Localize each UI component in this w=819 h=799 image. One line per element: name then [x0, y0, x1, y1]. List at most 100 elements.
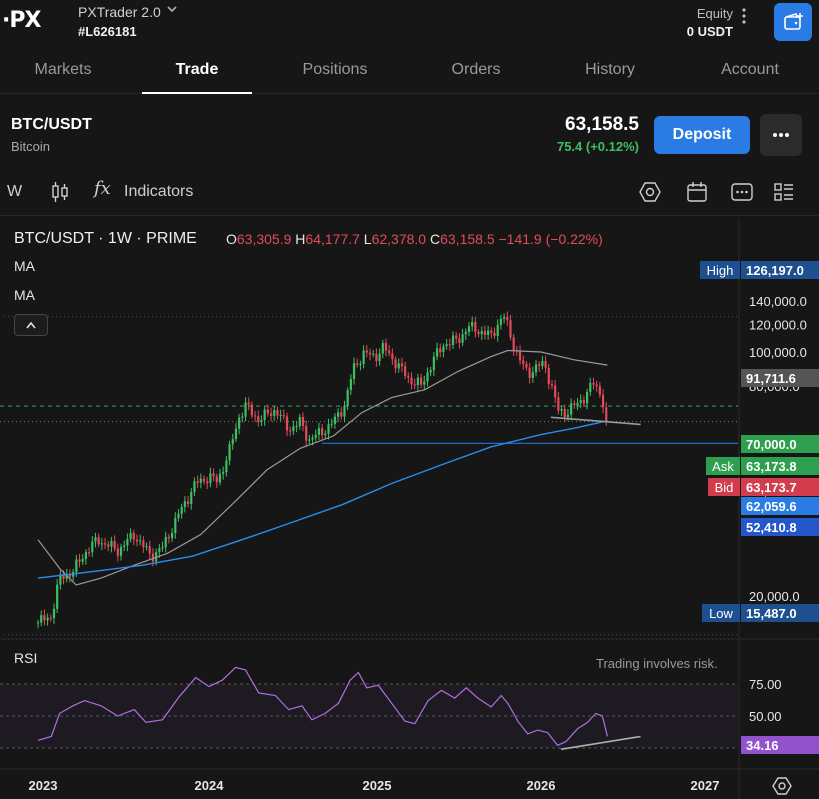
candle-body [113, 540, 116, 549]
bid-tag[interactable]: Bid 63,173.7 [708, 478, 819, 496]
rsi-legend[interactable]: RSI [14, 650, 38, 666]
ask-tag-label: Ask [712, 459, 734, 474]
candle-body [336, 412, 340, 417]
alert-tag[interactable]: 70,000.0 [741, 435, 819, 453]
candle-body [404, 366, 407, 376]
candle-body [512, 337, 515, 351]
time-axis-label: 2025 [363, 778, 392, 793]
candle-body [186, 501, 190, 504]
ma-short-tag-value-bg [741, 369, 819, 387]
ma-short-line[interactable] [37, 349, 608, 586]
candle-body [483, 331, 487, 336]
calendar-icon[interactable] [685, 180, 709, 204]
candle-body [381, 342, 384, 354]
candle-body [107, 544, 110, 547]
trendline[interactable] [550, 416, 641, 426]
candle-body [451, 335, 455, 345]
candle-body [260, 420, 263, 422]
candle-body [579, 400, 582, 403]
interval-selector[interactable]: W [7, 183, 23, 200]
ask-tag-value: 63,173.8 [746, 459, 797, 474]
top-header: ·PX PXTrader 2.0 #L626181 Equity 0 USDT [0, 0, 819, 48]
candle-body [595, 384, 598, 387]
collapse-legend-button[interactable] [14, 314, 48, 336]
wallet-button[interactable] [774, 3, 812, 41]
candle-body [103, 543, 107, 545]
candle-body [429, 370, 432, 373]
candle-body [544, 360, 547, 368]
candle-body [528, 367, 531, 378]
tab-account[interactable]: Account [721, 61, 779, 78]
chart-legend-title: BTC/USDT · 1W · PRIME [14, 230, 197, 247]
candle-body [180, 507, 183, 514]
high-tag-label-bg [700, 261, 740, 279]
ray-level-tag[interactable]: 62,059.6 [741, 497, 819, 515]
candle-body [295, 426, 298, 428]
candle-body [266, 409, 269, 414]
tab-orders[interactable]: Orders [451, 61, 501, 78]
candle-body [52, 608, 56, 619]
candle-body [68, 574, 72, 577]
candle-body [349, 378, 352, 391]
ohlc-close-label: C [429, 231, 441, 247]
low-tag[interactable]: Low 15,487.0 [702, 604, 819, 622]
candle-body [388, 350, 391, 354]
candle-body [241, 416, 244, 418]
tab-markets[interactable]: Markets [34, 61, 92, 78]
candle-body [375, 353, 378, 361]
rsi-tick-label: 50.00 [749, 709, 782, 724]
alert-tag-value: 70,000.0 [746, 437, 797, 452]
rsi-line[interactable] [37, 666, 608, 747]
last-price: 63,158.5 [565, 114, 639, 135]
deposit-button[interactable]: Deposit [654, 116, 750, 154]
candle-body [301, 417, 305, 426]
candle-body [269, 413, 273, 416]
equity-menu-icon[interactable] [738, 6, 750, 38]
ma-legend-1[interactable]: MA [14, 258, 35, 274]
rsi-trendline[interactable] [560, 735, 641, 751]
main-tabs: Markets Trade Positions Orders History A… [0, 48, 819, 94]
chart-canvas[interactable]: 140,000.0120,000.0100,000.080,000.040,00… [0, 218, 819, 799]
candle-body [206, 481, 209, 484]
dots-box-icon[interactable] [730, 180, 754, 204]
candle-type-icon[interactable] [48, 180, 72, 204]
candle-body [585, 391, 589, 404]
candle-body [209, 473, 212, 484]
more-options-button[interactable] [760, 114, 802, 156]
ma-short-tag[interactable]: 91,711.6 [741, 369, 819, 387]
symbol-pair[interactable]: BTC/USDT [11, 116, 92, 133]
rsi-value-tag[interactable]: 34.16 [741, 736, 819, 754]
candle-body [352, 363, 356, 379]
chevron-up-icon [26, 321, 36, 329]
indicators-button[interactable]: Indicators [124, 183, 194, 200]
high-tag-value-bg [741, 261, 819, 279]
high-tag[interactable]: High 126,197.0 [700, 261, 819, 279]
candle-body [601, 394, 605, 408]
ma-long-tag[interactable]: 52,410.8 [741, 518, 819, 536]
candle-body [119, 546, 123, 556]
candle-body [225, 460, 228, 473]
account-name[interactable]: PXTrader 2.0 [78, 4, 161, 20]
candle-body [314, 434, 317, 438]
ma-legend-2[interactable]: MA [14, 287, 35, 303]
bid-tag-value: 63,173.7 [746, 480, 797, 495]
chart-settings-icon[interactable] [772, 776, 792, 796]
ma-long-line[interactable] [37, 420, 608, 579]
tab-trade[interactable]: Trade [142, 48, 252, 94]
ask-tag[interactable]: Ask 63,173.8 [706, 457, 819, 475]
alert-tag-value-bg [741, 435, 819, 453]
price-chart[interactable]: 140,000.0120,000.0100,000.080,000.040,00… [0, 218, 819, 799]
tab-positions[interactable]: Positions [302, 61, 368, 78]
candle-body [432, 356, 435, 371]
candle-body [158, 548, 161, 553]
candle-body [525, 363, 528, 368]
hexagon-settings-icon[interactable] [638, 180, 662, 204]
candle-body [65, 574, 68, 579]
tab-history[interactable]: History [585, 61, 635, 78]
fx-icon[interactable]: fx [94, 178, 111, 199]
layout-icon[interactable] [772, 180, 796, 204]
chevron-down-icon[interactable] [166, 3, 178, 18]
candle-body [560, 409, 563, 411]
candle-body [541, 360, 544, 367]
candle-body [448, 344, 451, 346]
